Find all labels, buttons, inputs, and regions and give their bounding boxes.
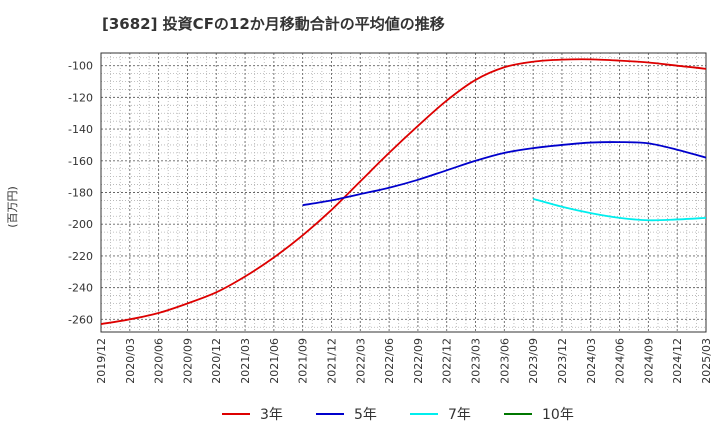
x-tick-label: 2020/12 xyxy=(210,338,223,384)
x-tick-label: 2024/09 xyxy=(642,338,655,384)
plot-area xyxy=(101,53,706,332)
legend-label-2: 5年 xyxy=(354,407,377,423)
x-tick-label: 2019/12 xyxy=(95,338,108,384)
x-tick-label: 2021/09 xyxy=(297,338,310,384)
y-tick-label: -220 xyxy=(68,250,93,263)
y-tick-label: -160 xyxy=(68,155,93,168)
series-line-2 xyxy=(302,141,706,207)
x-tick-label: 2024/06 xyxy=(614,338,627,384)
x-tick-label: 2020/06 xyxy=(153,338,166,384)
x-tick-label: 2023/09 xyxy=(527,338,540,384)
x-tick-label: 2022/06 xyxy=(383,338,396,384)
y-tick-label: -200 xyxy=(68,218,93,231)
x-tick-label: 2022/09 xyxy=(412,338,425,384)
x-tick-label: 2022/03 xyxy=(354,338,367,384)
y-tick-label: -180 xyxy=(68,187,93,200)
x-tick-label: 2022/12 xyxy=(441,338,454,384)
plot-frame xyxy=(100,52,707,333)
x-tick-label: 2021/06 xyxy=(268,338,281,384)
x-tick-label: 2020/09 xyxy=(181,338,194,384)
legend-label-1: 3年 xyxy=(260,407,283,423)
y-tick-label: -120 xyxy=(68,91,93,104)
x-tick-label: 2023/03 xyxy=(470,338,483,384)
x-tick-label: 2021/03 xyxy=(239,338,252,384)
y-tick-label: -140 xyxy=(68,123,93,136)
chart-title: [3682] 投資CFの12か月移動合計の平均値の推移 xyxy=(102,15,445,33)
x-tick-label: 2023/12 xyxy=(556,338,569,384)
y-tick-label: -260 xyxy=(68,313,93,326)
x-tick-label: 2024/12 xyxy=(671,338,684,384)
y-tick-label: -240 xyxy=(68,282,93,295)
x-tick-label: 2025/03 xyxy=(700,338,713,384)
x-tick-label: 2023/06 xyxy=(498,338,511,384)
x-tick-label: 2024/03 xyxy=(585,338,598,384)
y-tick-label: -100 xyxy=(68,60,93,73)
series-line-3 xyxy=(532,197,706,222)
x-tick-label: 2020/03 xyxy=(124,338,137,384)
series-line-1 xyxy=(101,58,706,325)
y-axis-label: (百万円) xyxy=(6,186,19,228)
legend-label-3: 7年 xyxy=(448,407,471,423)
legend-label-4: 10年 xyxy=(542,407,574,423)
x-tick-label: 2021/12 xyxy=(325,338,338,384)
